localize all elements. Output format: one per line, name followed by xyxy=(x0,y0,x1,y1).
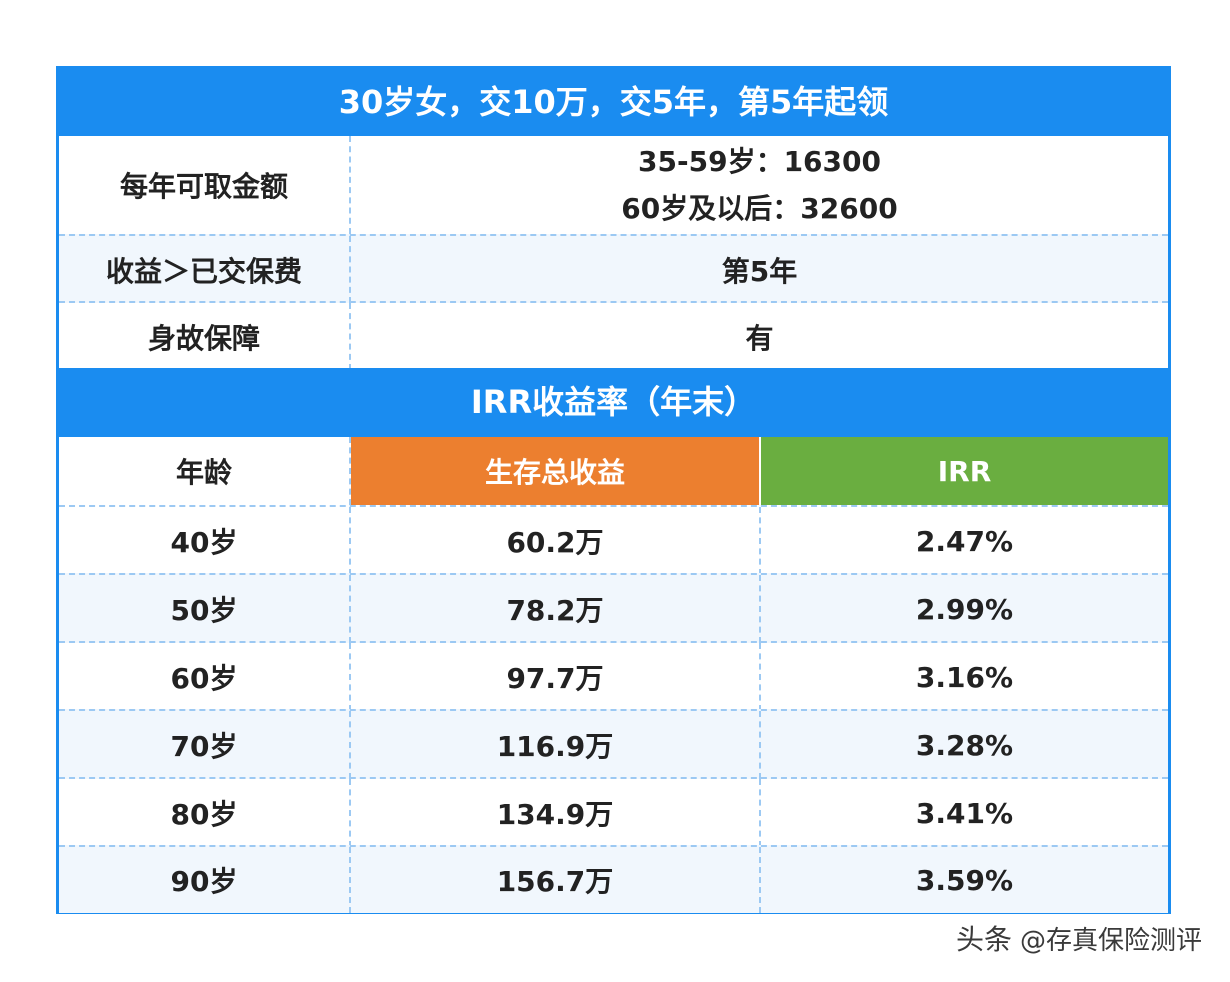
table-row: 60岁 97.7万 3.16% xyxy=(59,641,1168,711)
irr-section-title: IRR收益率（年末） xyxy=(59,368,1168,437)
table-row: 90岁 156.7万 3.59% xyxy=(59,845,1168,913)
summary-value-line: 35-59岁：16300 xyxy=(638,145,881,178)
table-row: 80岁 134.9万 3.41% xyxy=(59,777,1168,847)
income-cell: 134.9万 xyxy=(351,779,761,847)
irr-cell: 2.47% xyxy=(915,524,1014,558)
income-cell: 78.2万 xyxy=(351,575,761,643)
summary-label: 身故保障 xyxy=(59,303,351,370)
table-row: 40岁 60.2万 2.47% xyxy=(59,505,1168,575)
age-cell: 40岁 xyxy=(59,507,351,575)
age-cell: 70岁 xyxy=(59,711,351,779)
age-cell: 90岁 xyxy=(59,847,351,913)
age-cell: 80岁 xyxy=(59,779,351,847)
header-income: 生存总收益 xyxy=(351,437,761,505)
income-cell: 60.2万 xyxy=(351,507,761,575)
income-cell: 97.7万 xyxy=(351,643,761,711)
summary-label: 每年可取金额 xyxy=(59,136,351,234)
summary-value-line: 60岁及以后：32600 xyxy=(621,192,898,225)
watermark: 头条 @存真保险测评 xyxy=(956,918,1202,958)
insurance-summary-card: 30岁女，交10万，交5年，第5年起领 每年可取金额 35-59岁：16300 … xyxy=(56,66,1171,914)
summary-row-death-benefit: 身故保障 有 xyxy=(59,301,1168,370)
irr-cell: 3.59% xyxy=(915,863,1014,897)
watermark-handle: @存真保险测评 xyxy=(1019,925,1202,956)
summary-value: 有 xyxy=(745,321,774,355)
header-irr: IRR xyxy=(761,437,1168,505)
irr-table-header: 年龄 生存总收益 IRR xyxy=(59,437,1168,505)
summary-value: 35-59岁：16300 60岁及以后：32600 xyxy=(351,136,1168,234)
irr-cell: 3.41% xyxy=(915,796,1014,830)
summary-row-breakeven: 收益＞已交保费 第5年 xyxy=(59,234,1168,303)
header-age: 年龄 xyxy=(59,437,351,505)
irr-cell: 3.16% xyxy=(915,660,1014,694)
card-title: 30岁女，交10万，交5年，第5年起领 xyxy=(59,69,1168,136)
irr-cell: 2.99% xyxy=(915,592,1014,626)
summary-value: 第5年 xyxy=(721,254,798,288)
summary-label: 收益＞已交保费 xyxy=(59,236,351,303)
watermark-platform: 头条 xyxy=(955,923,1012,956)
table-row: 50岁 78.2万 2.99% xyxy=(59,573,1168,643)
income-cell: 116.9万 xyxy=(351,711,761,779)
table-row: 70岁 116.9万 3.28% xyxy=(59,709,1168,779)
irr-cell: 3.28% xyxy=(915,728,1014,762)
summary-row-annual-withdrawal: 每年可取金额 35-59岁：16300 60岁及以后：32600 xyxy=(59,136,1168,234)
income-cell: 156.7万 xyxy=(351,847,761,913)
age-cell: 60岁 xyxy=(59,643,351,711)
age-cell: 50岁 xyxy=(59,575,351,643)
